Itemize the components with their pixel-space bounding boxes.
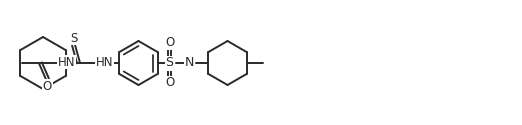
Text: HN: HN [58, 56, 75, 68]
Text: S: S [165, 56, 173, 70]
Text: O: O [165, 36, 174, 50]
Text: O: O [43, 80, 52, 92]
Text: S: S [70, 32, 77, 44]
Text: HN: HN [96, 56, 113, 68]
Text: O: O [165, 76, 174, 90]
Text: N: N [185, 56, 194, 70]
